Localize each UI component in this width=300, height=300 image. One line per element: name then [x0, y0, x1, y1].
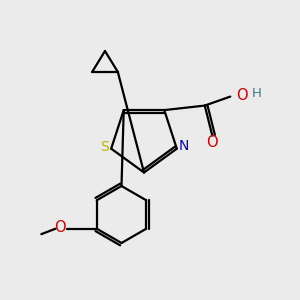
Text: O: O — [54, 220, 66, 235]
Text: S: S — [100, 140, 109, 154]
Text: H: H — [252, 87, 262, 100]
Text: O: O — [236, 88, 247, 103]
Text: O: O — [206, 135, 218, 150]
Text: N: N — [178, 139, 189, 153]
